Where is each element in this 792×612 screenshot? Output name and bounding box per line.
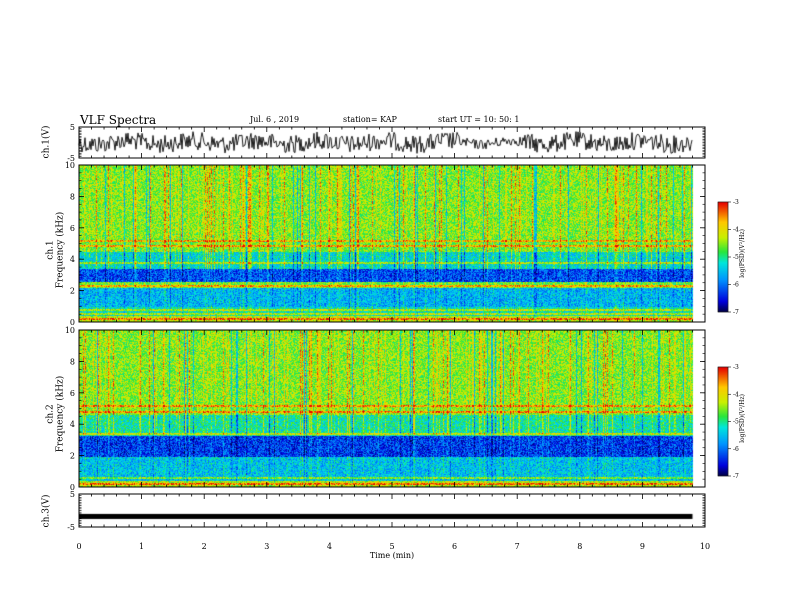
ch1-spec-ytick-label: 4 (70, 255, 75, 264)
ch1-spec-ytick-label: 0 (70, 318, 75, 327)
x-tick-label: 5 (389, 542, 394, 551)
ch1-colorbar-tick-label: -5 (733, 254, 739, 261)
ch3-wave-ytick-label: 5 (70, 490, 75, 499)
ch2-colorbar-tick-label: -4 (733, 391, 739, 398)
ch1-spec-frame (78, 164, 706, 323)
ch1-colorbar-tick-label: -6 (733, 282, 739, 289)
x-tick-label: 9 (640, 542, 645, 551)
ch1-wave-ytick-label: 5 (70, 123, 75, 132)
x-tick-label: 2 (202, 542, 207, 551)
x-tick-label: 4 (327, 542, 332, 551)
ch1-colorbar-tick-label: -7 (733, 309, 739, 316)
ch1-wave-ytick-label: -5 (67, 154, 75, 163)
ch2-colorbar-tick-label: -7 (733, 473, 739, 480)
ch2-spec-frame (78, 329, 706, 488)
ch2-spec-ytick-label: 0 (70, 483, 75, 492)
ch1-spec-ytick-label: 8 (70, 192, 75, 201)
x-tick-label: 3 (264, 542, 269, 551)
ch1-colorbar-tick-label: -3 (733, 199, 739, 206)
x-axis-title: Time (min) (370, 551, 414, 560)
ch2-spec-ytick-label: 8 (70, 357, 75, 366)
ch1-spec-ytick-label: 6 (70, 224, 75, 233)
ch2-spec-ytick-label: 4 (70, 420, 75, 429)
ch3-wave-ytick-label: -5 (67, 523, 75, 532)
x-tick-label: 8 (577, 542, 582, 551)
x-tick-label: 6 (452, 542, 457, 551)
ch2-spec-ytick-label: 10 (65, 326, 75, 335)
ch1-spec-ytick-label: 10 (65, 161, 75, 170)
x-tick-label: 10 (700, 542, 710, 551)
station-label: station= KAP (343, 115, 397, 124)
ch2-colorbar-frame (717, 366, 729, 477)
date-label: Jul. 6 , 2019 (250, 115, 300, 124)
ch1-colorbar-frame (717, 201, 729, 313)
start-ut-label: start UT = 10: 50: 1 (438, 115, 520, 124)
ch2-spec-ytick-label: 2 (70, 452, 75, 461)
ch2-colorbar-tick-label: -3 (733, 364, 739, 371)
ch1-colorbar-tick-label: -4 (733, 227, 739, 234)
ch1-spec-ytick-label: 2 (70, 287, 75, 296)
x-tick-label: 0 (76, 542, 81, 551)
ch2-colorbar-tick-label: -5 (733, 419, 739, 426)
ch2-colorbar-tick-label: -6 (733, 446, 739, 453)
x-tick-label: 7 (515, 542, 520, 551)
x-tick-label: 1 (139, 542, 144, 551)
chart-title: VLF Spectra (80, 113, 157, 127)
ch2-spec-ytick-label: 6 (70, 389, 75, 398)
